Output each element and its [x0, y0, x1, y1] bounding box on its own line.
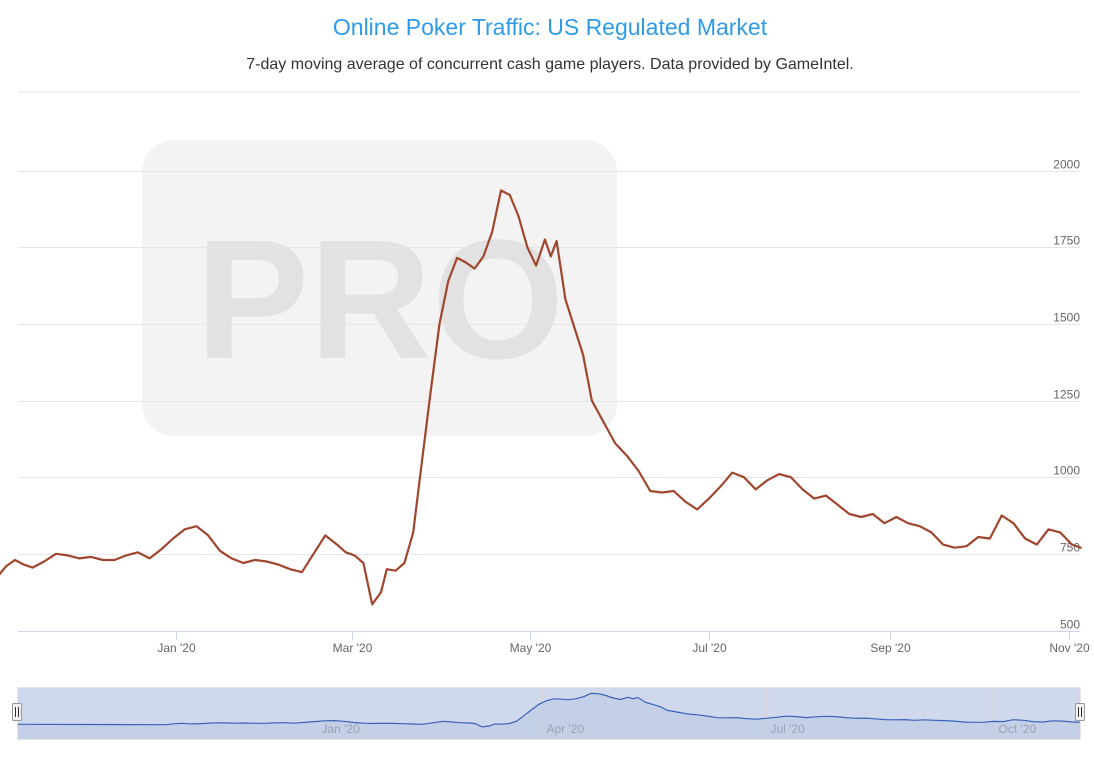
x-tick-label: Nov '20 [1049, 641, 1090, 655]
plot-area [0, 189, 1082, 606]
x-tick-label: May '20 [510, 641, 552, 655]
series-line[interactable] [0, 189, 1082, 606]
y-tick-label: 1250 [1053, 388, 1080, 402]
y-tick-label: 1000 [1053, 464, 1080, 478]
y-tick-label: 750 [1060, 541, 1080, 555]
y-tick-label: 1500 [1053, 311, 1080, 325]
navigator-series-area [18, 693, 1080, 739]
x-axis: Jan '20 Mar '20 May '20 Jul '20 Sep '20 Nov '… [157, 630, 1090, 655]
chart-title: Online Poker Traffic: US Regulated Marke… [332, 14, 768, 40]
watermark-text: PRO [196, 205, 564, 395]
x-tick-label: Jul '20 [692, 641, 727, 655]
x-tick-label: Mar '20 [333, 641, 373, 655]
x-tick-label: Jan '20 [157, 641, 196, 655]
navigator-series-line [17, 692, 1081, 728]
y-tick-label: 500 [1060, 618, 1080, 632]
navigator-handle-left[interactable] [12, 703, 22, 721]
y-tick-label: 1750 [1053, 234, 1080, 248]
gridlines [18, 171, 1080, 632]
y-tick-label: 2000 [1053, 158, 1080, 172]
navigator-handle-right[interactable] [1075, 703, 1085, 721]
x-tick-label: Sep '20 [870, 641, 911, 655]
y-axis: 2000 1750 1500 1250 1000 750 500 [1053, 158, 1080, 632]
chart-subtitle: 7-day moving average of concurrent cash … [246, 56, 854, 73]
watermark: PRO [142, 140, 617, 436]
